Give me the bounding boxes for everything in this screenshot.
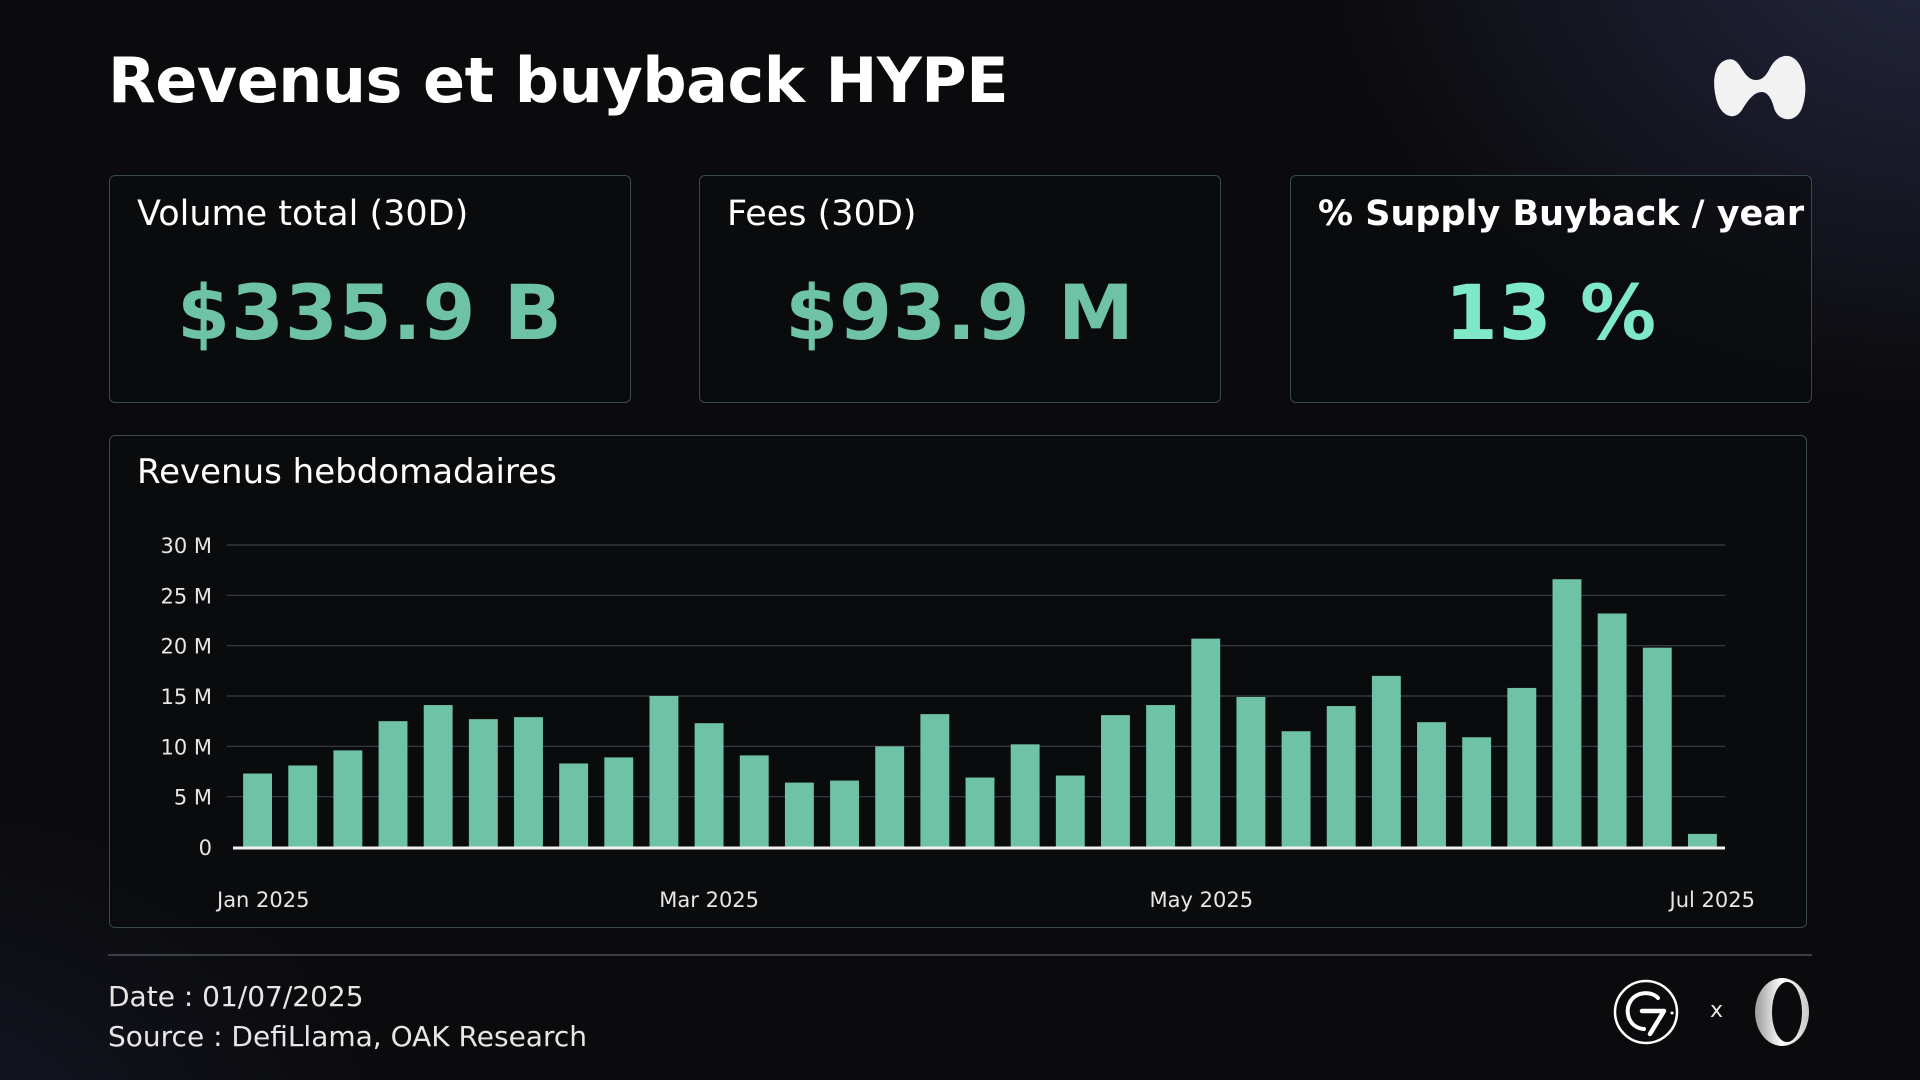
kpi-value: 13 % bbox=[1444, 268, 1658, 357]
y-tick-label: 0 bbox=[199, 836, 212, 860]
bar bbox=[1010, 744, 1040, 847]
y-tick-label: 15 M bbox=[160, 685, 212, 709]
bar bbox=[514, 717, 543, 847]
bar bbox=[1507, 687, 1537, 847]
bar bbox=[1236, 697, 1266, 847]
chart-title: Revenus hebdomadaires bbox=[137, 452, 557, 492]
footer-date: Date : 01/07/2025 bbox=[108, 980, 364, 1013]
bar bbox=[378, 721, 408, 847]
x-tick-label: Jul 2025 bbox=[1668, 888, 1755, 912]
x-tick-label: May 2025 bbox=[1150, 888, 1254, 912]
oak-research-logo-icon bbox=[1755, 978, 1809, 1046]
page-title: Revenus et buyback HYPE bbox=[108, 44, 1009, 117]
bar bbox=[1642, 647, 1672, 847]
kpi-label: Volume total (30D) bbox=[137, 194, 469, 234]
bar bbox=[243, 773, 273, 847]
bar bbox=[649, 696, 679, 847]
footer-source: Source : DefiLlama, OAK Research bbox=[108, 1020, 587, 1053]
x-tick-label: Mar 2025 bbox=[659, 888, 759, 912]
bar bbox=[920, 714, 950, 847]
bar bbox=[423, 705, 453, 847]
bar bbox=[875, 746, 905, 847]
bar bbox=[694, 723, 724, 847]
y-tick-label: 30 M bbox=[160, 534, 212, 558]
y-tick-label: 5 M bbox=[174, 786, 212, 810]
kpi-label: % Supply Buyback / year bbox=[1318, 194, 1805, 234]
footer-divider bbox=[108, 954, 1812, 956]
bar bbox=[468, 719, 498, 847]
bar bbox=[965, 777, 995, 847]
bar bbox=[1462, 737, 1492, 847]
kpi-card-buyback: % Supply Buyback / year 13 % bbox=[1290, 175, 1812, 403]
logo-separator: x bbox=[1710, 998, 1724, 1023]
bar bbox=[1101, 715, 1130, 847]
bar bbox=[1597, 613, 1627, 847]
bar bbox=[1326, 706, 1356, 847]
bar bbox=[333, 750, 363, 847]
bar bbox=[1417, 722, 1446, 847]
weekly-revenue-bar-chart: 0 5 M 10 M 15 M 20 M 25 M 30 M Jan 2025 Mar 2025… bbox=[160, 534, 1755, 912]
bar bbox=[1191, 638, 1221, 847]
bar bbox=[830, 780, 859, 847]
bar bbox=[1146, 705, 1176, 847]
y-tick-label: 25 M bbox=[160, 584, 212, 608]
kpi-card-volume: Volume total (30D) $335.9 B bbox=[109, 175, 631, 403]
kpi-label: Fees (30D) bbox=[727, 194, 917, 234]
bar bbox=[1371, 675, 1401, 847]
y-tick-label: 20 M bbox=[160, 635, 212, 659]
bar bbox=[1281, 731, 1311, 847]
g7-logo-icon bbox=[1613, 979, 1679, 1045]
bar bbox=[559, 763, 589, 847]
y-tick-label: 10 M bbox=[160, 735, 212, 759]
bar bbox=[604, 757, 634, 847]
bar bbox=[739, 755, 769, 847]
bar bbox=[1687, 833, 1717, 847]
bar bbox=[1552, 579, 1582, 847]
bar bbox=[784, 782, 814, 847]
chart-panel: Revenus hebdomadaires 0 5 M 10 M 15 M 20 M 25… bbox=[109, 435, 1807, 928]
hyperliquid-logo-icon bbox=[1714, 55, 1806, 120]
x-tick-label: Jan 2025 bbox=[215, 888, 310, 912]
bar bbox=[288, 765, 318, 847]
bar bbox=[1055, 775, 1085, 847]
kpi-value: $93.9 M bbox=[785, 268, 1135, 357]
kpi-value: $335.9 B bbox=[177, 268, 563, 357]
kpi-card-fees: Fees (30D) $93.9 M bbox=[699, 175, 1221, 403]
